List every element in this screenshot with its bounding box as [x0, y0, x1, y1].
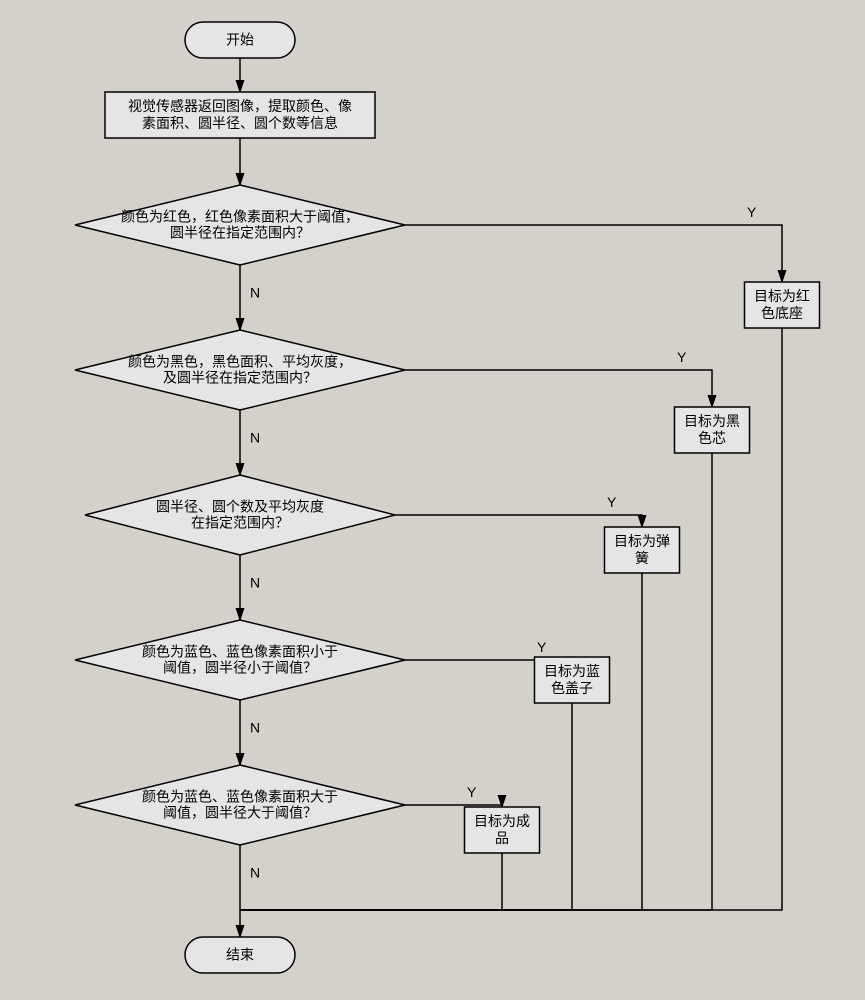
svg-text:视觉传感器返回图像，提取颜色、像: 视觉传感器返回图像，提取颜色、像: [128, 98, 352, 114]
edge-label: N: [250, 720, 260, 736]
node-r4: 目标为蓝色盖子: [535, 657, 610, 703]
edge: [240, 853, 502, 910]
edge-label: Y: [467, 784, 477, 800]
svg-text:阈值，圆半径大于阈值？: 阈值，圆半径大于阈值？: [163, 805, 317, 821]
svg-text:在指定范围内？: 在指定范围内？: [191, 515, 289, 531]
node-r1: 目标为红色底座: [745, 282, 820, 328]
svg-text:圆半径、圆个数及平均灰度: 圆半径、圆个数及平均灰度: [156, 499, 324, 515]
edge-label: N: [250, 430, 260, 446]
node-extract: 视觉传感器返回图像，提取颜色、像素面积、圆半径、圆个数等信息: [105, 92, 375, 138]
node-r2: 目标为黑色芯: [675, 407, 750, 453]
node-d5: 颜色为蓝色、蓝色像素面积大于阈值，圆半径大于阈值？: [75, 765, 405, 845]
svg-text:颜色为黑色，黑色面积、平均灰度，: 颜色为黑色，黑色面积、平均灰度，: [128, 354, 352, 370]
svg-text:开始: 开始: [226, 32, 254, 48]
node-d1: 颜色为红色，红色像素面积大于阈值，圆半径在指定范围内？: [75, 185, 405, 265]
svg-text:色盖子: 色盖子: [551, 680, 593, 696]
svg-text:颜色为蓝色、蓝色像素面积小于: 颜色为蓝色、蓝色像素面积小于: [142, 644, 338, 660]
node-d4: 颜色为蓝色、蓝色像素面积小于阈值，圆半径小于阈值？: [75, 620, 405, 700]
svg-text:色芯: 色芯: [698, 430, 726, 446]
svg-text:结束: 结束: [226, 947, 254, 963]
edge-label: Y: [747, 204, 757, 220]
edge-label: Y: [677, 349, 687, 365]
node-end: 结束: [185, 937, 295, 973]
node-start: 开始: [185, 22, 295, 58]
edge-label: N: [250, 285, 260, 301]
edge-label: Y: [537, 639, 547, 655]
svg-text:阈值，圆半径小于阈值？: 阈值，圆半径小于阈值？: [163, 660, 317, 676]
svg-text:颜色为蓝色、蓝色像素面积大于: 颜色为蓝色、蓝色像素面积大于: [142, 789, 338, 805]
node-d2: 颜色为黑色，黑色面积、平均灰度，及圆半径在指定范围内？: [75, 330, 405, 410]
svg-text:色底座: 色底座: [761, 305, 803, 321]
edge-label: N: [250, 865, 260, 881]
svg-text:目标为蓝: 目标为蓝: [544, 663, 600, 679]
svg-text:目标为弹: 目标为弹: [614, 533, 670, 549]
svg-text:素面积、圆半径、圆个数等信息: 素面积、圆半径、圆个数等信息: [142, 115, 338, 131]
svg-text:及圆半径在指定范围内？: 及圆半径在指定范围内？: [163, 370, 317, 386]
edge: [395, 515, 642, 527]
svg-text:目标为成: 目标为成: [474, 813, 530, 829]
svg-text:簧: 簧: [635, 550, 649, 566]
svg-text:目标为红: 目标为红: [754, 288, 810, 304]
edge: [405, 225, 782, 282]
edge: [240, 573, 642, 910]
edge: [405, 370, 712, 407]
svg-text:颜色为红色，红色像素面积大于阈值，: 颜色为红色，红色像素面积大于阈值，: [121, 209, 359, 225]
svg-text:品: 品: [495, 830, 509, 846]
node-d3: 圆半径、圆个数及平均灰度在指定范围内？: [85, 475, 395, 555]
svg-text:目标为黑: 目标为黑: [684, 413, 740, 429]
node-r5: 目标为成品: [465, 807, 540, 853]
svg-text:圆半径在指定范围内？: 圆半径在指定范围内？: [170, 225, 310, 241]
edge-label: Y: [607, 494, 617, 510]
edge-label: N: [250, 575, 260, 591]
node-r3: 目标为弹簧: [605, 527, 680, 573]
